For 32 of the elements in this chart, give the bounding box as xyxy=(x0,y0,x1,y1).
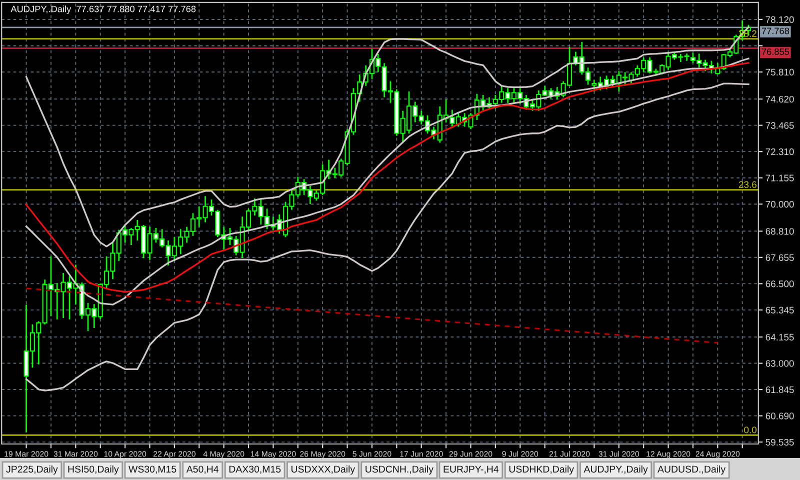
y-tick-label: 72.310 xyxy=(766,148,794,156)
text: AUDJPY.,Daily xyxy=(584,465,648,475)
annotation: 23.6 xyxy=(738,181,756,188)
text: WS30,M15 xyxy=(128,466,176,474)
y-tick-label: 68.810 xyxy=(766,228,794,235)
text: AUDUSD.,Daily xyxy=(658,465,726,475)
y-tick-label: 66.500 xyxy=(766,280,794,288)
y-tick-label: 73.465 xyxy=(766,122,794,129)
chart-title: AUDJPY,.Daily 77.637 77.880 77.417 77.768 xyxy=(10,5,196,14)
text: DAX30,M15 xyxy=(229,466,281,474)
y-tick-label: 64.155 xyxy=(766,334,794,341)
y-tick-label: 59.535 xyxy=(766,438,794,446)
y-tick-label: 74.620 xyxy=(766,96,794,103)
text: EURJPY-,H4 xyxy=(444,466,499,474)
y-tick-label: 70.000 xyxy=(766,200,794,208)
text: HSI50,Daily xyxy=(68,465,119,475)
y-tick-label: 65.345 xyxy=(766,306,794,314)
y-tick-label: 61.845 xyxy=(766,386,794,394)
text: A50,H4 xyxy=(186,466,219,474)
text: JP225,Daily xyxy=(6,465,58,475)
y-tick-label: 60.690 xyxy=(766,412,794,420)
y-tick-label: 78.120 xyxy=(766,16,794,23)
text: USDXXX,Daily xyxy=(292,465,356,475)
annotation: 0.0 xyxy=(744,426,757,434)
y-tick-label: 67.655 xyxy=(766,254,794,261)
y-tick-label: 71.155 xyxy=(766,174,794,182)
text: USDHKD,Daily xyxy=(509,465,574,475)
y-tick-label: 75.810 xyxy=(766,68,794,76)
ref-line-label: 77.768 xyxy=(762,28,790,34)
text: USDCNH.,Daily xyxy=(366,465,434,475)
ref-line-label: 76.855 xyxy=(762,48,790,55)
y-tick-label: 63.000 xyxy=(766,360,794,367)
